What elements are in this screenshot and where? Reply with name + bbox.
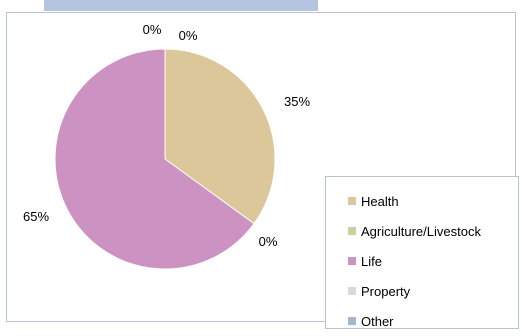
legend-swatch-agriculture-livestock bbox=[348, 227, 356, 235]
legend-label-health: Health bbox=[361, 193, 399, 209]
legend-label-property: Property bbox=[361, 283, 411, 299]
legend: Health Agriculture/Livestock Life Proper… bbox=[325, 176, 519, 329]
pie-slice-health bbox=[164, 48, 276, 225]
pie-slice-life bbox=[54, 48, 255, 270]
data-label-agriculture-livestock: 0% bbox=[259, 234, 278, 249]
data-label-health: 35% bbox=[284, 94, 310, 109]
legend-swatch-life bbox=[348, 257, 356, 265]
legend-item-other: Other bbox=[326, 306, 518, 336]
legend-item-health: Health bbox=[326, 186, 518, 216]
chart-area: 35% 0% 65% 0% 0% Health Agriculture/Livestoc… bbox=[6, 12, 519, 329]
legend-label-agriculture-livestock: Agriculture/Livestock bbox=[361, 223, 481, 239]
legend-swatch-health bbox=[348, 197, 356, 205]
legend-label-other: Other bbox=[361, 313, 394, 329]
legend-swatch-other bbox=[348, 317, 356, 325]
legend-swatch-property bbox=[348, 287, 356, 295]
data-label-property: 0% bbox=[143, 22, 162, 37]
pie-chart: 35% 0% 65% 0% 0% bbox=[23, 22, 310, 270]
legend-item-life: Life bbox=[326, 246, 518, 276]
legend-item-agriculture-livestock: Agriculture/Livestock bbox=[326, 216, 518, 246]
legend-label-life: Life bbox=[361, 253, 382, 269]
legend-item-property: Property bbox=[326, 276, 518, 306]
data-label-life: 65% bbox=[23, 209, 49, 224]
data-label-other: 0% bbox=[179, 28, 198, 43]
chart-title-banner bbox=[44, 0, 318, 11]
